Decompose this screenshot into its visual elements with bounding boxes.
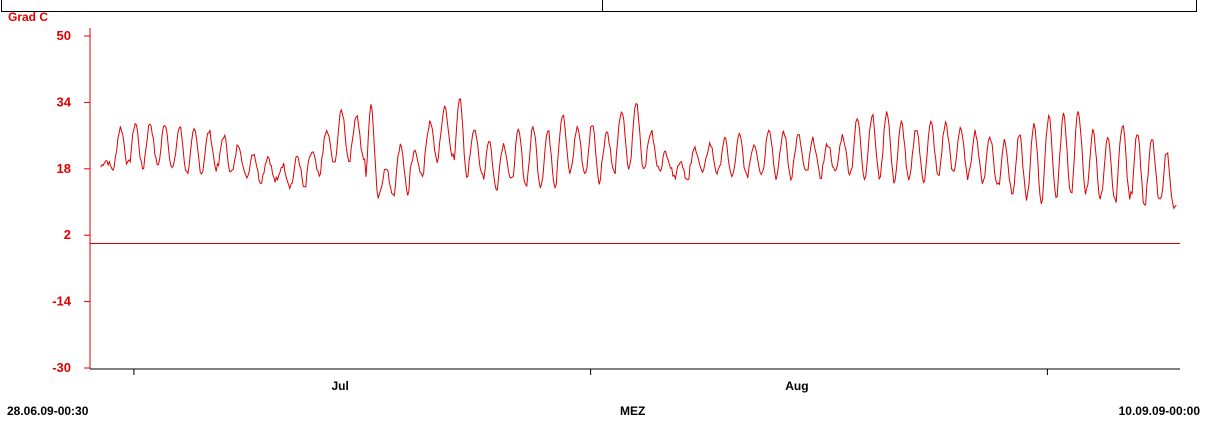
- x-month-label: Aug: [785, 379, 808, 393]
- start-timestamp: 28.06.09-00:30: [7, 404, 89, 418]
- toolbar-divider: [602, 0, 603, 12]
- top-toolbar-strip: [1, 0, 1197, 12]
- y-axis-label: Grad C: [8, 10, 48, 24]
- y-tick-label: 18: [57, 161, 71, 176]
- temperature-series-line: [100, 98, 1177, 210]
- timezone-label: MEZ: [620, 404, 646, 418]
- y-ticks: 50 34 18 2 -14 -30: [52, 28, 90, 375]
- y-tick-label: 2: [64, 227, 71, 242]
- y-tick-label: -14: [52, 294, 72, 309]
- x-ticks: Jul Aug: [133, 369, 1048, 393]
- chart-axes: [89, 28, 1180, 370]
- y-tick-label: 34: [57, 94, 72, 109]
- y-tick-label: -30: [52, 360, 71, 375]
- end-timestamp: 10.09.09-00:00: [1118, 404, 1200, 418]
- y-tick-label: 50: [57, 28, 71, 43]
- x-month-label: Jul: [331, 379, 348, 393]
